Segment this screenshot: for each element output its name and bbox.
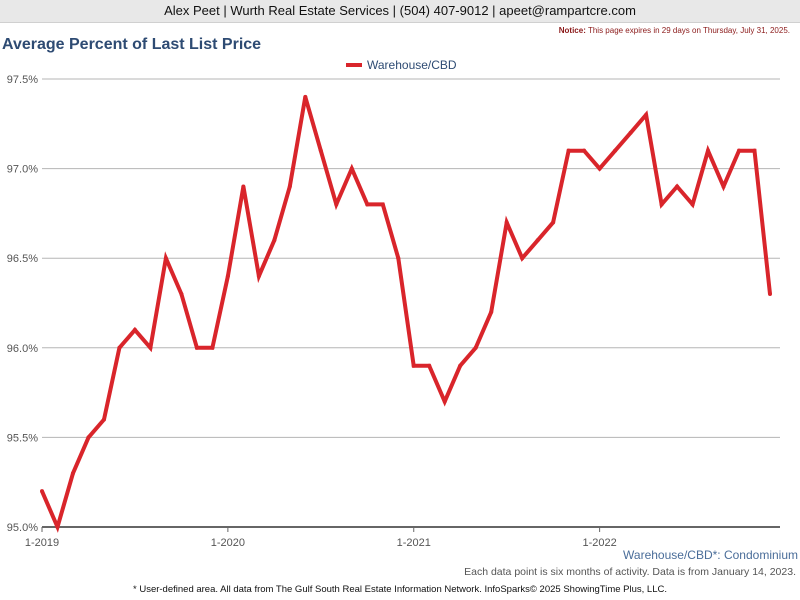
- data-point-2021-07[interactable]: [504, 220, 509, 225]
- data-point-2020-03[interactable]: [256, 274, 261, 279]
- data-point-2022-12[interactable]: [768, 292, 772, 297]
- x-tick-label: 1-2019: [25, 537, 59, 549]
- data-point-2022-07[interactable]: [690, 202, 695, 207]
- data-point-2019-06[interactable]: [117, 345, 122, 350]
- data-point-2020-11[interactable]: [380, 202, 385, 207]
- notice-label: Notice:: [558, 26, 586, 35]
- y-tick-label: 95.0%: [7, 522, 38, 534]
- data-points: [40, 94, 772, 529]
- source-footer: * User-defined area. All data from The G…: [133, 584, 667, 595]
- data-point-2022-01[interactable]: [597, 166, 602, 171]
- y-tick-label: 97.5%: [7, 74, 38, 86]
- y-axis-labels: 95.0% 95.5% 96.0% 96.5% 97.0% 97.5%: [7, 74, 38, 534]
- expiry-notice: Notice: This page expires in 29 days on …: [559, 26, 790, 35]
- notice-text: This page expires in 29 days on Thursday…: [587, 26, 790, 35]
- data-point-2021-09[interactable]: [535, 238, 540, 243]
- data-point-2022-02[interactable]: [613, 148, 618, 153]
- chart-legend[interactable]: Warehouse/CBD: [346, 58, 457, 72]
- y-tick-label: 97.0%: [7, 164, 38, 176]
- data-point-2019-07[interactable]: [132, 327, 137, 332]
- legend-label: Warehouse/CBD: [367, 58, 457, 72]
- data-point-2020-06[interactable]: [303, 94, 308, 99]
- data-point-2022-05[interactable]: [659, 202, 664, 207]
- data-point-2019-03[interactable]: [70, 471, 75, 476]
- data-point-2021-11[interactable]: [566, 148, 571, 153]
- data-note: Each data point is six months of activit…: [464, 566, 796, 578]
- data-point-2019-04[interactable]: [86, 435, 91, 440]
- data-point-2020-04[interactable]: [272, 238, 277, 243]
- data-point-2019-11[interactable]: [194, 345, 199, 350]
- y-tick-label: 95.5%: [7, 432, 38, 444]
- data-point-2021-08[interactable]: [520, 256, 525, 261]
- data-point-2020-01[interactable]: [225, 274, 230, 279]
- data-point-2020-10[interactable]: [365, 202, 370, 207]
- data-point-2019-12[interactable]: [210, 345, 215, 350]
- series-line-warehouse-cbd: [40, 96, 772, 533]
- data-point-2019-01[interactable]: [40, 489, 44, 494]
- data-point-2022-11[interactable]: [752, 148, 757, 153]
- data-point-2019-09[interactable]: [163, 256, 168, 261]
- data-point-2021-12[interactable]: [582, 148, 587, 153]
- data-point-2020-07[interactable]: [318, 148, 323, 153]
- y-tick-label: 96.0%: [7, 343, 38, 355]
- data-point-2022-03[interactable]: [628, 130, 633, 135]
- data-point-2019-08[interactable]: [148, 345, 153, 350]
- chart-title: Average Percent of Last List Price: [2, 36, 262, 53]
- data-point-2019-02[interactable]: [55, 525, 60, 529]
- data-point-2021-04[interactable]: [458, 363, 463, 368]
- data-point-2021-05[interactable]: [473, 345, 478, 350]
- legend-swatch: [346, 63, 362, 67]
- contact-bar: Alex Peet | Wurth Real Estate Services |…: [0, 0, 800, 23]
- contact-text: Alex Peet | Wurth Real Estate Services |…: [164, 3, 636, 18]
- y-tick-label: 96.5%: [7, 253, 38, 265]
- data-point-2021-06[interactable]: [489, 309, 494, 314]
- data-point-2020-02[interactable]: [241, 184, 246, 189]
- x-tick-label: 1-2020: [211, 537, 245, 549]
- data-point-2021-10[interactable]: [551, 220, 556, 225]
- x-tick-label: 1-2021: [397, 537, 431, 549]
- data-point-2021-02[interactable]: [427, 363, 432, 368]
- data-point-2020-12[interactable]: [396, 256, 401, 261]
- grid-lines: [42, 78, 780, 528]
- data-point-2019-10[interactable]: [179, 292, 184, 297]
- x-tick-label: 1-2022: [582, 537, 616, 549]
- data-point-2019-05[interactable]: [101, 417, 106, 422]
- data-point-2021-03[interactable]: [442, 399, 447, 404]
- series-note: Warehouse/CBD*: Condominium: [623, 548, 798, 562]
- x-axis-labels: 1-2019 1-2020 1-2021 1-2022: [25, 527, 617, 549]
- data-point-2020-09[interactable]: [349, 166, 354, 171]
- data-point-2020-08[interactable]: [334, 202, 339, 207]
- data-point-2021-01[interactable]: [411, 363, 416, 368]
- data-point-2022-08[interactable]: [706, 148, 711, 153]
- data-point-2022-06[interactable]: [675, 184, 680, 189]
- data-point-2020-05[interactable]: [287, 184, 292, 189]
- data-point-2022-04[interactable]: [644, 112, 649, 117]
- data-point-2022-09[interactable]: [721, 184, 726, 189]
- data-point-2022-10[interactable]: [737, 148, 742, 153]
